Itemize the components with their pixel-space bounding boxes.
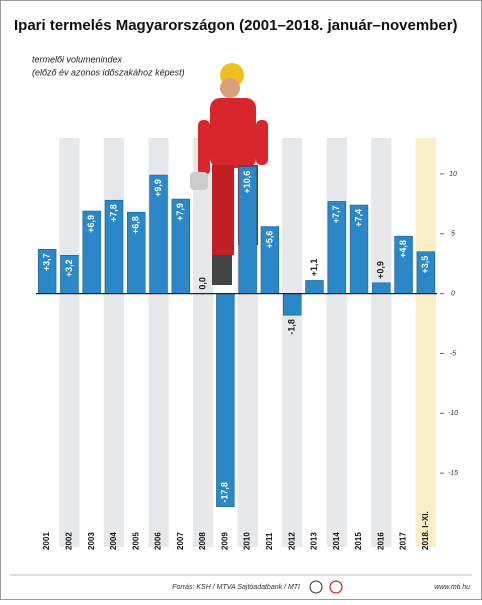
value-label: +1,1 [309, 259, 319, 277]
logo [309, 580, 323, 594]
bar [305, 280, 324, 294]
stripe [192, 138, 214, 547]
source: Forrás: KSH / MTVA Sajtóadatbank / MTI [172, 584, 300, 591]
column-stripes [59, 138, 436, 547]
x-tick-label: 2002 [65, 532, 74, 550]
chart-title: Ipari termelés Magyarországon (2001–2018… [14, 17, 458, 34]
stripe [371, 138, 392, 547]
y-tick-label: -10 [448, 410, 458, 417]
logo [329, 580, 343, 594]
x-tick-label: 2017 [399, 532, 408, 550]
value-label: -17,8 [220, 482, 230, 503]
x-tick-label: 2009 [220, 532, 229, 550]
x-tick-label: 2016 [376, 532, 385, 550]
value-label: +3,2 [64, 259, 74, 277]
value-label: +10,6 [242, 171, 252, 194]
y-tick-label: 0 [451, 290, 455, 297]
value-label: +4,8 [398, 240, 408, 258]
x-tick-label: 2012 [287, 532, 296, 550]
x-tick-label: 2003 [87, 532, 96, 550]
y-tick-label: -5 [450, 350, 456, 357]
y-tick-label: 5 [451, 231, 455, 238]
stripe [326, 138, 347, 547]
x-tick-label: 2001 [42, 532, 51, 550]
stripe [59, 138, 80, 547]
bar [372, 282, 391, 294]
value-label: +6,9 [86, 215, 96, 233]
value-label: +7,9 [175, 203, 185, 221]
x-tick-label: 2014 [332, 532, 341, 550]
bar [216, 293, 235, 507]
x-tick-label: 2007 [176, 532, 185, 550]
value-label: 0,0 [197, 277, 207, 290]
value-label: +6,8 [131, 216, 141, 234]
stripe [282, 138, 303, 547]
x-tick-label: 2005 [131, 532, 140, 550]
x-tick-label: 2011 [265, 532, 274, 550]
value-label: +3,7 [42, 253, 52, 271]
x-tick-label: 2018. I–XI. [421, 511, 430, 550]
x-tick-label: 2006 [154, 532, 163, 550]
stripe [415, 138, 436, 547]
website: www.mti.hu [434, 584, 470, 591]
value-label: +3,5 [420, 256, 430, 274]
value-label: +7,4 [353, 209, 363, 227]
x-tick-label: 2004 [109, 532, 118, 550]
subtitle: (előző év azonos időszakához képest) [32, 67, 185, 77]
value-label: -1,8 [287, 319, 297, 335]
subtitle: termelői volumenindex [32, 54, 123, 64]
x-tick-label: 2013 [310, 532, 319, 550]
x-tick-label: 2008 [198, 532, 207, 550]
y-tick-label: 10 [449, 171, 457, 178]
bar [282, 293, 302, 316]
value-label: +7,7 [331, 205, 341, 223]
x-tick-label: 2015 [354, 532, 363, 550]
value-label: +7,8 [108, 204, 118, 222]
value-label: +5,6 [264, 231, 274, 249]
y-tick-label: -15 [448, 470, 458, 477]
value-label: +0,9 [376, 261, 386, 279]
x-tick-label: 2010 [243, 532, 252, 550]
value-label: +9,9 [153, 179, 163, 197]
stripe [103, 138, 125, 547]
